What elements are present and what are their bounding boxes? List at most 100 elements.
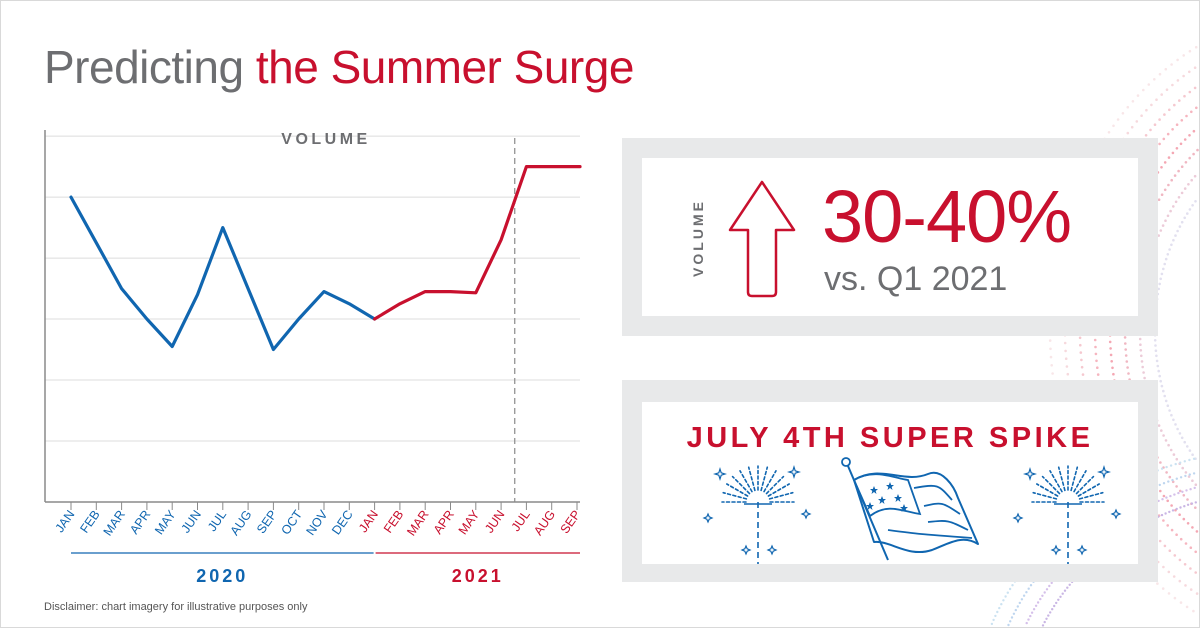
flag-star-icon	[870, 486, 878, 494]
page-title: Predicting the Summer Surge	[44, 40, 634, 94]
pattern-dot	[1191, 204, 1194, 207]
pattern-dot	[1112, 124, 1115, 128]
pattern-dot	[1051, 608, 1054, 611]
pattern-dot	[1066, 586, 1069, 589]
pattern-dot	[1165, 496, 1168, 499]
pattern-dot	[1140, 354, 1143, 358]
pattern-dot	[1025, 591, 1028, 594]
pattern-dot	[1162, 267, 1165, 271]
pattern-dot	[1184, 542, 1188, 545]
pattern-dot	[1188, 473, 1192, 476]
pattern-dot	[1043, 620, 1046, 624]
pattern-dot	[1188, 49, 1192, 53]
sparkle-icon	[766, 544, 778, 556]
pattern-dot	[1161, 224, 1165, 227]
pattern-dot	[1183, 505, 1186, 508]
pattern-dot	[1187, 475, 1191, 478]
pattern-dot	[1049, 347, 1052, 351]
pattern-dot	[1188, 156, 1191, 160]
pattern-dot	[1188, 70, 1191, 74]
pattern-dot	[1124, 354, 1128, 357]
pattern-dot	[1171, 478, 1174, 482]
pattern-dot	[1175, 457, 1179, 461]
pattern-dot	[1180, 119, 1184, 122]
pattern-dot	[1030, 611, 1034, 614]
pattern-dot	[1184, 584, 1187, 587]
pattern-dot	[1165, 88, 1169, 91]
pattern-dot	[1166, 253, 1170, 256]
pattern-dot	[1183, 94, 1186, 98]
pattern-dot	[1051, 372, 1054, 375]
pattern-dot	[1183, 138, 1187, 141]
pattern-dot	[1170, 243, 1173, 247]
pattern-dot	[1178, 513, 1181, 516]
pattern-dot	[1189, 488, 1192, 491]
pattern-dot	[1182, 517, 1186, 521]
pattern-dot	[1169, 464, 1173, 467]
pattern-dot	[1154, 349, 1158, 353]
pattern-dot	[1179, 601, 1183, 604]
pattern-dot	[1160, 93, 1163, 96]
pattern-dot	[1179, 506, 1182, 509]
pattern-dot	[1168, 248, 1171, 251]
pattern-dot	[1168, 549, 1172, 552]
pattern-dot	[1167, 592, 1171, 595]
pattern-dot	[1168, 409, 1171, 412]
group-label: 2021	[452, 566, 504, 586]
pattern-dot	[1059, 595, 1062, 598]
pattern-dot	[1172, 205, 1175, 208]
pattern-dot	[1167, 570, 1171, 574]
pattern-dot	[1184, 471, 1188, 474]
pattern-dot	[1061, 592, 1064, 595]
pattern-dot	[1135, 120, 1139, 123]
pattern-dot	[1193, 66, 1197, 69]
pattern-dot	[1173, 596, 1177, 600]
pattern-dot	[1144, 134, 1148, 137]
pattern-dot	[1027, 618, 1030, 621]
pattern-dot	[1160, 166, 1163, 169]
pattern-dot	[1163, 188, 1167, 192]
pattern-dot	[1162, 137, 1166, 141]
pattern-dot	[1016, 605, 1019, 608]
pattern-dot	[1020, 598, 1024, 601]
pattern-dot	[1157, 369, 1160, 373]
pattern-dot	[1169, 494, 1172, 498]
pattern-dot	[1121, 112, 1125, 115]
pattern-dot	[1002, 599, 1005, 602]
flag-stripe	[923, 502, 961, 515]
pattern-dot	[1041, 594, 1044, 597]
pattern-dot	[1189, 588, 1193, 591]
pattern-dot	[1139, 343, 1142, 347]
pattern-dot	[1094, 345, 1097, 349]
pattern-dot	[1173, 554, 1177, 557]
pattern-dot	[1034, 604, 1038, 607]
pattern-dot	[1192, 609, 1195, 613]
pattern-dot	[1181, 490, 1184, 493]
pattern-dot	[1160, 384, 1164, 388]
pattern-dot	[1175, 533, 1178, 536]
pattern-dot	[1192, 472, 1196, 475]
firework-ray	[1036, 483, 1059, 497]
pattern-dot	[1161, 587, 1165, 590]
pattern-dot	[1186, 522, 1190, 525]
pattern-dot	[1125, 360, 1129, 363]
pattern-dot	[1188, 458, 1191, 462]
pattern-dot	[1080, 365, 1084, 369]
pattern-dot	[1153, 78, 1156, 81]
pattern-dot	[1166, 214, 1170, 218]
pattern-dot	[1160, 193, 1164, 196]
pattern-dot	[1188, 449, 1192, 452]
pattern-dot	[1162, 519, 1165, 522]
pattern-dot	[1158, 539, 1162, 543]
flag-stripe	[927, 520, 969, 531]
pattern-dot	[1164, 257, 1168, 261]
pattern-dot	[1194, 483, 1198, 487]
chart-title: VOLUME	[281, 131, 370, 148]
firework-ray	[1073, 470, 1087, 493]
pattern-dot	[1065, 365, 1069, 368]
pattern-dot	[1045, 588, 1049, 591]
pattern-dot	[1048, 339, 1052, 342]
pattern-dot	[990, 622, 994, 626]
pattern-dot	[1140, 360, 1144, 363]
pattern-dot	[1050, 364, 1053, 367]
